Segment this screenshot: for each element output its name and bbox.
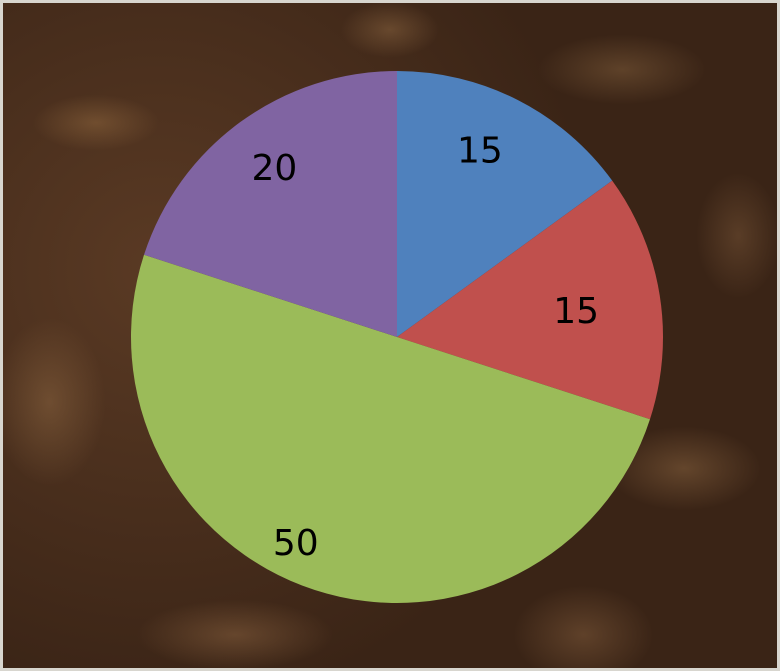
pie-data-label-3: 50 xyxy=(273,523,319,564)
pie-data-label-4: 20 xyxy=(252,148,298,189)
pie-slice-1 xyxy=(397,71,613,337)
pie-slice-2 xyxy=(397,180,664,420)
marble-background: 15 15 50 20 xyxy=(3,3,777,668)
pie-chart: 15 15 50 20 xyxy=(131,71,664,603)
pie-slices xyxy=(131,71,664,603)
pie-slice-3 xyxy=(131,254,650,603)
pie-data-labels: 15 15 50 20 xyxy=(252,130,600,564)
pie-data-label-2: 15 xyxy=(553,291,599,332)
pie-data-label-1: 15 xyxy=(457,130,503,171)
pie-slice-4 xyxy=(144,71,397,337)
